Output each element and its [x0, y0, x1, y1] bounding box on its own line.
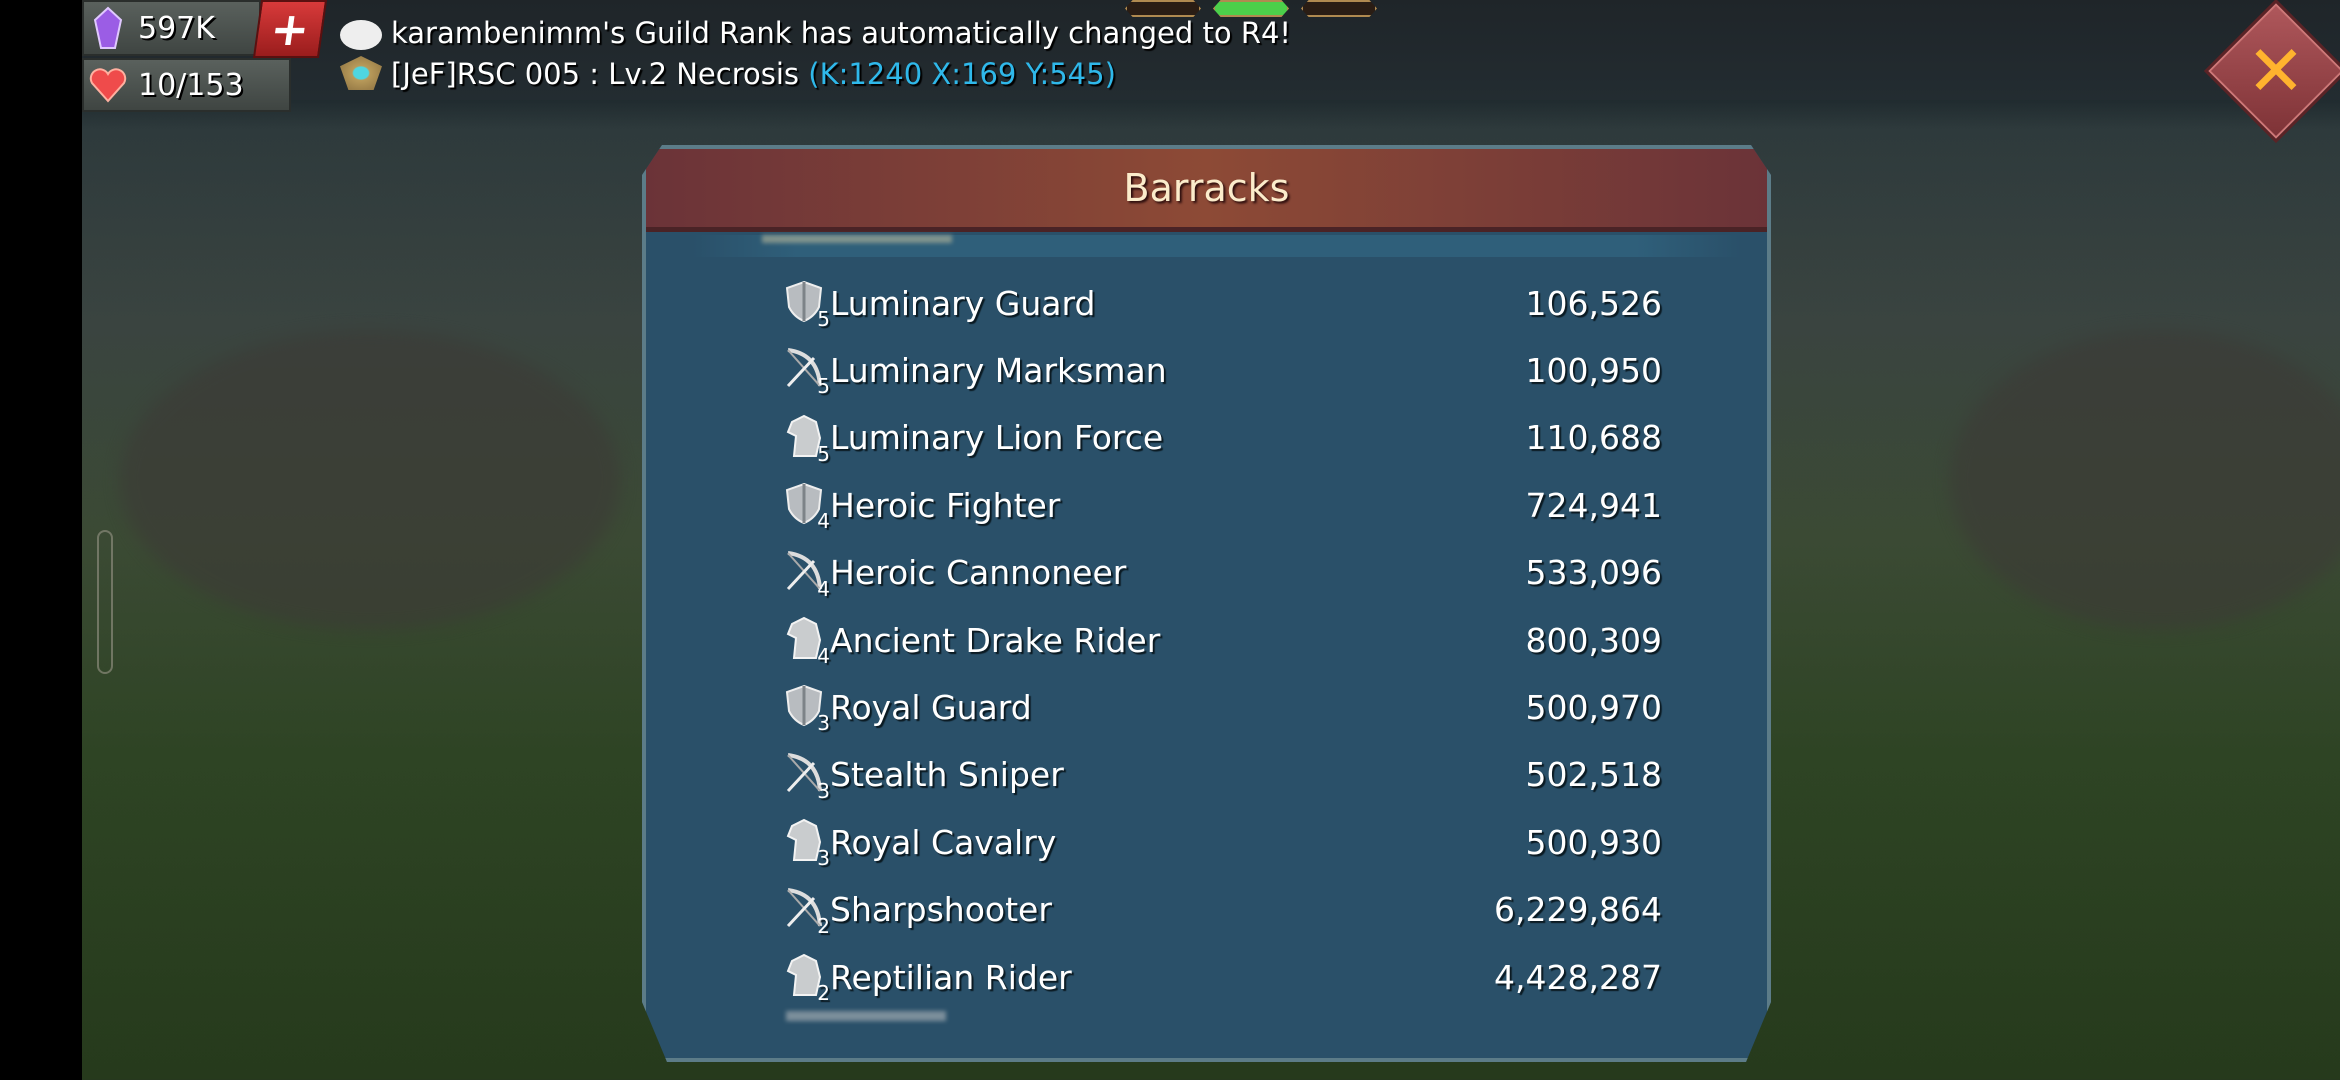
coordinates-link[interactable]: (K:1240 X:169 Y:545) [808, 57, 1116, 91]
chat-line-2-text: [JeF]RSC 005 : Lv.2 Necrosis [391, 57, 809, 91]
troop-row[interactable]: 5 Luminary Lion Force 110,688 [784, 408, 1771, 468]
troop-name: Sharpshooter [830, 890, 1052, 930]
chat-line-2[interactable]: [JeF]RSC 005 : Lv.2 Necrosis (K:1240 X:1… [391, 57, 1116, 91]
background-scenery [120, 330, 620, 630]
troop-count: 106,526 [1525, 283, 1662, 323]
background-scenery [1950, 330, 2340, 630]
troop-name: Reptilian Rider [830, 957, 1072, 997]
troop-count: 110,688 [1525, 418, 1662, 458]
troop-count: 6,229,864 [1494, 890, 1662, 930]
heart-icon [88, 67, 128, 103]
troop-list[interactable]: 5 Luminary Guard 106,526 5 Luminary Marks… [642, 263, 1771, 1041]
troop-name: Royal Guard [830, 687, 1032, 727]
chat-line-1[interactable]: karambenimm's Guild Rank has automatical… [391, 16, 1292, 50]
barracks-panel: Barracks 5 Luminary Guard 106,526 5 Lumin… [642, 145, 1771, 1062]
troop-count: 4,428,287 [1494, 957, 1662, 997]
troop-row-clipped[interactable] [786, 1011, 1771, 1025]
horse-head-icon: 2 [784, 953, 828, 1001]
troop-count: 500,930 [1525, 822, 1662, 862]
page-dot-active[interactable] [1213, 0, 1289, 17]
tier-label: 4 [817, 576, 830, 601]
troop-count: 533,096 [1525, 553, 1662, 593]
bow-icon: 5 [784, 346, 828, 394]
troop-row[interactable]: 3 Royal Cavalry 500,930 [784, 812, 1771, 872]
tier-label: 4 [817, 644, 830, 668]
horse-head-icon: 5 [784, 414, 828, 462]
page-dot[interactable] [1301, 0, 1377, 17]
troop-row[interactable]: 2 Sharpshooter 6,229,864 [784, 880, 1771, 940]
troop-name: Ancient Drake Rider [830, 620, 1161, 660]
troop-count: 500,970 [1525, 687, 1662, 727]
troop-row[interactable]: 5 Luminary Guard 106,526 [784, 273, 1771, 333]
gems-value: 597K [138, 10, 215, 46]
troop-name: Heroic Cannoneer [830, 553, 1127, 593]
horse-head-icon: 3 [784, 818, 828, 866]
clipped-row-content [786, 1011, 946, 1021]
tier-label: 5 [817, 374, 830, 399]
tier-label: 2 [817, 981, 830, 1005]
page-dot[interactable] [1125, 0, 1201, 17]
section-header-clipped [762, 235, 952, 243]
troop-name: Heroic Fighter [830, 485, 1061, 525]
troop-count: 800,309 [1525, 620, 1662, 660]
stamina-value: 10/153 [138, 67, 244, 103]
side-scroll-handle[interactable] [97, 530, 113, 674]
troop-row[interactable]: 4 Heroic Fighter 724,941 [784, 475, 1771, 535]
troop-row[interactable]: 4 Ancient Drake Rider 800,309 [784, 610, 1771, 670]
section-header-band [692, 235, 1741, 257]
troop-row[interactable]: 5 Luminary Marksman 100,950 [784, 340, 1771, 400]
bow-icon: 3 [784, 751, 828, 799]
troop-name: Royal Cavalry [830, 822, 1057, 862]
gems-counter[interactable]: 597K [82, 0, 261, 56]
bow-icon: 4 [784, 549, 828, 597]
troop-row[interactable]: 4 Heroic Cannoneer 533,096 [784, 543, 1771, 603]
shield-icon: 5 [784, 279, 828, 327]
tier-label: 3 [817, 846, 830, 871]
tier-label: 4 [817, 509, 830, 534]
troop-count: 724,941 [1525, 485, 1662, 525]
tier-label: 5 [817, 307, 830, 331]
panel-title: Barracks [646, 149, 1767, 232]
screen-edge [0, 0, 82, 1080]
add-gems-button[interactable]: + [252, 0, 328, 58]
speech-bubble-icon [340, 20, 382, 50]
tier-label: 5 [817, 441, 830, 466]
purple-gem-icon [88, 6, 128, 50]
horse-head-icon: 4 [784, 616, 828, 664]
troop-name: Luminary Lion Force [830, 418, 1164, 458]
tier-label: 3 [817, 778, 830, 803]
bow-icon: 2 [784, 886, 828, 934]
shield-icon: 4 [784, 481, 828, 529]
shield-icon: 3 [784, 683, 828, 731]
troop-name: Luminary Guard [830, 283, 1096, 323]
close-icon: ✕ [2246, 30, 2306, 112]
stamina-counter[interactable]: 10/153 [82, 58, 291, 112]
troop-name: Stealth Sniper [830, 755, 1064, 795]
tier-label: 2 [817, 913, 830, 938]
troop-row[interactable]: 2 Reptilian Rider 4,428,287 [784, 947, 1771, 1007]
tier-label: 3 [817, 711, 830, 736]
troop-count: 502,518 [1525, 755, 1662, 795]
troop-row[interactable]: 3 Royal Guard 500,970 [784, 677, 1771, 737]
troop-name: Luminary Marksman [830, 350, 1167, 390]
page-indicator [1125, 0, 1377, 17]
top-bar [82, 0, 2340, 100]
troop-count: 100,950 [1525, 350, 1662, 390]
troop-row[interactable]: 3 Stealth Sniper 502,518 [784, 745, 1771, 805]
